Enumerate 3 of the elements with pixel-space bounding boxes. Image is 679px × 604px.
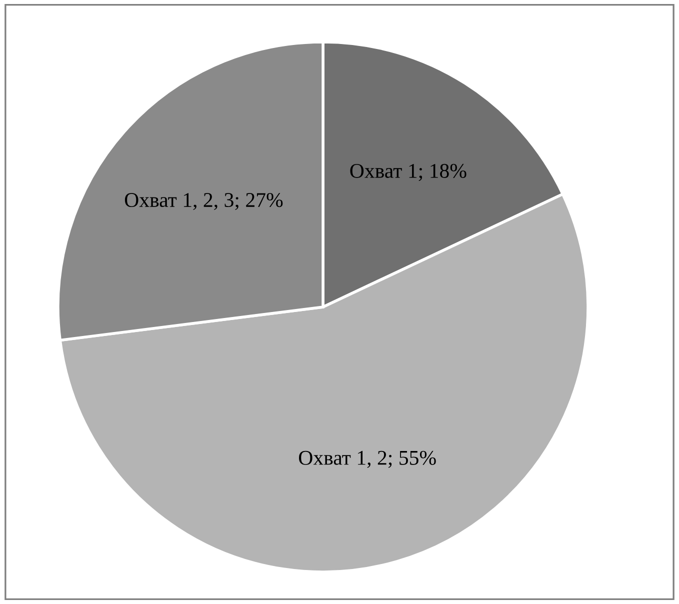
slice-label: Охват 1, 2, 3; 27% [124, 192, 283, 210]
slice-label: Охват 1, 2; 55% [298, 450, 436, 468]
slice-label: Охват 1; 18% [350, 164, 466, 181]
